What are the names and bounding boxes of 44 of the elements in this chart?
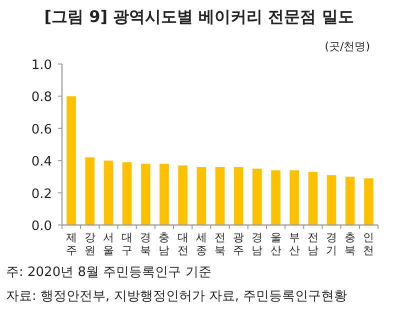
bar bbox=[364, 178, 374, 225]
bar bbox=[122, 162, 132, 225]
x-tick-label: 광주 bbox=[233, 231, 244, 257]
x-tick-label: 전북 bbox=[214, 231, 226, 257]
bar bbox=[234, 167, 244, 225]
bar bbox=[308, 172, 318, 225]
bar bbox=[85, 157, 95, 225]
text: 주: 2020년 8월 주민등록인구 기준 bbox=[6, 265, 212, 280]
bar bbox=[66, 96, 76, 225]
bar bbox=[196, 167, 206, 225]
x-tick-label: 충북 bbox=[344, 231, 356, 257]
y-tick-label: 0.8 bbox=[31, 90, 52, 106]
text: 자료: 행정안전부, 지방행정인허가 자료, 주민등록인구현황 bbox=[6, 289, 348, 304]
x-tick-label: 충남 bbox=[158, 231, 170, 257]
x-tick-label: 경기 bbox=[326, 231, 338, 257]
y-tick-label: 0.4 bbox=[31, 154, 52, 170]
bar bbox=[104, 160, 114, 225]
y-tick-label: 1.0 bbox=[31, 58, 52, 73]
x-tick-label: 부산 bbox=[288, 231, 300, 257]
bar bbox=[141, 164, 150, 225]
x-tick-label: 경남 bbox=[252, 231, 263, 257]
x-tick-label: 인천 bbox=[363, 231, 374, 257]
bar bbox=[252, 168, 262, 225]
x-tick-label: 제주 bbox=[66, 231, 77, 257]
y-axis-title: (곳/천명) bbox=[324, 40, 370, 53]
bar bbox=[178, 165, 188, 225]
bar bbox=[326, 175, 336, 225]
y-tick-label: 0.0 bbox=[31, 219, 52, 234]
bar bbox=[345, 176, 355, 225]
x-tick-label: 강원 bbox=[84, 231, 96, 257]
bar bbox=[290, 170, 299, 225]
bar bbox=[215, 167, 225, 225]
y-tick-label: 0.6 bbox=[31, 122, 52, 138]
bar bbox=[271, 170, 280, 225]
y-tick-label: 0.2 bbox=[31, 186, 52, 202]
x-tick-label: 대구 bbox=[122, 231, 133, 257]
chart-title: [그림 9] 광역시도별 베이커리 전문점 밀도 bbox=[44, 7, 354, 26]
x-tick-label: 경북 bbox=[140, 231, 152, 257]
x-tick-label: 서울 bbox=[102, 231, 114, 257]
x-tick-label: 전남 bbox=[307, 231, 318, 257]
bar bbox=[160, 164, 169, 225]
x-tick-label: 세종 bbox=[196, 231, 207, 257]
x-tick-label: 대전 bbox=[177, 231, 188, 257]
x-tick-label: 울산 bbox=[270, 231, 282, 257]
